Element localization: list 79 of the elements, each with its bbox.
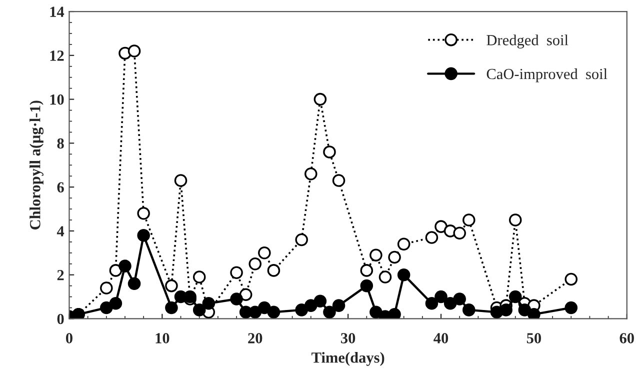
point (434, 220, 448, 233)
point (314, 294, 327, 308)
legend-label: CaO-improved soil (486, 68, 608, 82)
y-tick-label: 2 (57, 270, 64, 280)
point (314, 92, 327, 106)
point (453, 226, 466, 240)
y-tick-label: 0 (57, 314, 64, 324)
point (323, 306, 336, 319)
x-tick-label: 50 (526, 333, 542, 344)
point (332, 174, 346, 187)
x-tick-label: 20 (248, 333, 262, 344)
x-tick-label: 0 (66, 333, 72, 344)
point (109, 264, 122, 277)
point (267, 264, 280, 277)
y-tick-label: 8 (57, 138, 64, 149)
y-tick-label: 6 (57, 182, 64, 193)
point (192, 304, 206, 316)
point (425, 231, 438, 244)
point (230, 266, 243, 280)
point (184, 290, 196, 304)
point (370, 248, 382, 262)
point (360, 279, 374, 292)
point (564, 301, 578, 314)
point (258, 246, 271, 260)
point (462, 214, 476, 226)
point (304, 168, 318, 180)
point (128, 44, 141, 58)
x-tick-label: 60 (620, 333, 634, 344)
x-axis-title: Time(days) (312, 352, 384, 366)
point (388, 250, 401, 264)
y-axis-title: Chloropyll a(μg·l-1) (30, 100, 44, 230)
point (564, 272, 578, 286)
y-tick-label: 4 (56, 226, 64, 236)
point (267, 306, 280, 319)
point (453, 292, 466, 306)
point (202, 296, 216, 310)
point (165, 279, 178, 292)
point (434, 290, 448, 304)
point (425, 296, 438, 310)
x-tick-label: 10 (156, 333, 170, 344)
point (174, 174, 188, 187)
point (508, 214, 522, 226)
x-tick-label: 40 (434, 333, 448, 344)
point (128, 277, 141, 290)
point (192, 270, 206, 284)
point (528, 308, 540, 319)
legend-label: Dredged soil (486, 34, 568, 48)
y-tick-label: 14 (50, 6, 64, 17)
point (370, 306, 382, 319)
point (230, 292, 243, 306)
point (258, 301, 271, 314)
point (239, 288, 252, 301)
point (500, 304, 512, 316)
point (378, 270, 392, 284)
point (100, 282, 113, 294)
point (462, 304, 476, 316)
point (304, 299, 318, 312)
point (518, 304, 532, 316)
point (397, 238, 410, 251)
point (295, 233, 308, 246)
y-tick-label: 12 (50, 50, 64, 61)
point (165, 301, 178, 314)
point (248, 257, 262, 270)
point (248, 306, 262, 319)
point (444, 296, 457, 310)
x-tick-label: 30 (341, 333, 356, 344)
y-tick-label: 10 (50, 94, 64, 105)
point (295, 304, 308, 316)
point (360, 264, 374, 277)
point (397, 268, 410, 282)
point (332, 299, 346, 312)
point (137, 228, 150, 242)
point (508, 290, 522, 304)
point (109, 296, 122, 310)
point (118, 260, 132, 272)
point (388, 308, 401, 319)
point (323, 146, 336, 158)
point (100, 301, 113, 314)
point (137, 207, 150, 220)
